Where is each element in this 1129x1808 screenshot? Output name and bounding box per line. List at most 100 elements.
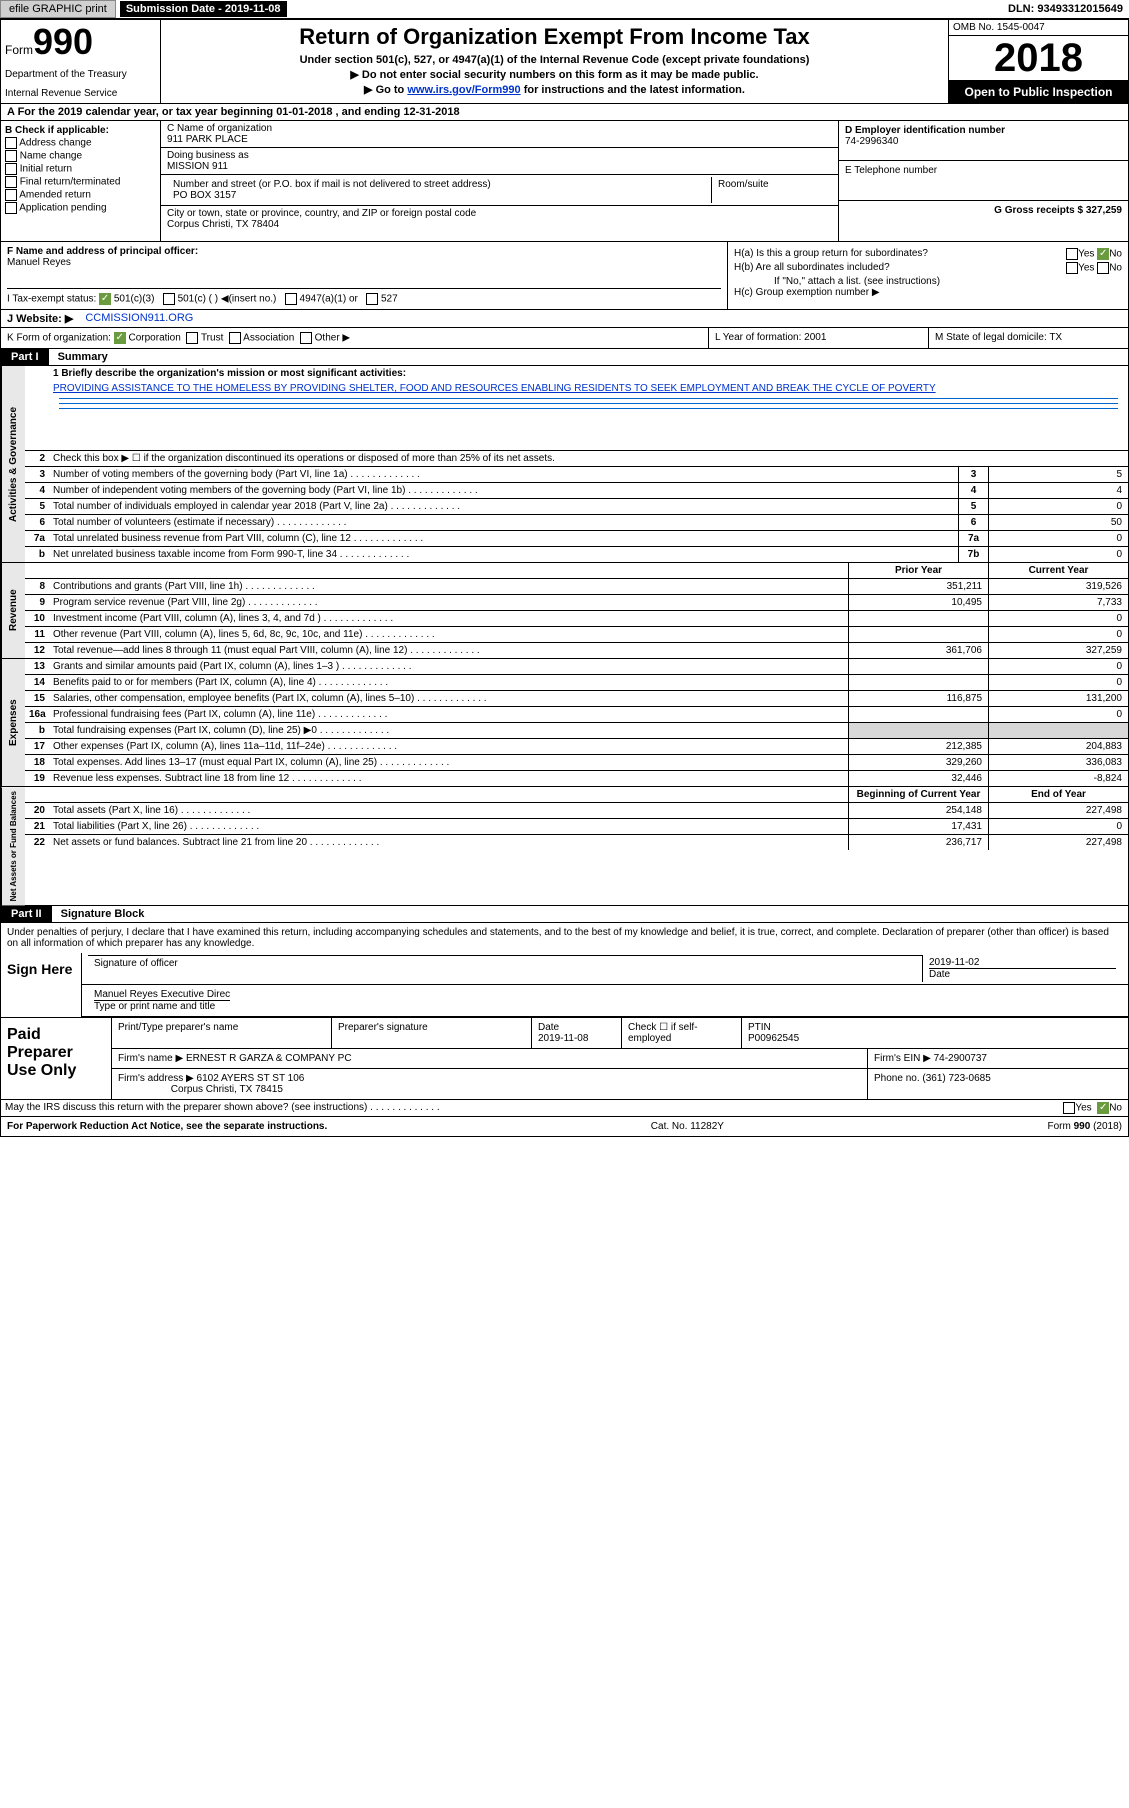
firm-name-label: Firm's name ▶ — [118, 1053, 183, 1064]
check-no-icon: ✓ — [1097, 248, 1109, 260]
firm-addr: 6102 AYERS ST ST 106 — [197, 1073, 305, 1084]
gov-line-3: Number of voting members of the governin… — [49, 467, 958, 482]
check-discuss-no-icon: ✓ — [1097, 1102, 1109, 1114]
line-15: Salaries, other compensation, employee b… — [49, 691, 848, 706]
check-initial[interactable]: Initial return — [5, 163, 156, 175]
k-form-org: K Form of organization: ✓ Corporation Tr… — [1, 328, 708, 348]
c-name: 911 PARK PLACE — [167, 134, 832, 145]
officer-name-title: Manuel Reyes Executive Direc — [94, 989, 230, 1000]
gov-line-b: Net unrelated business taxable income fr… — [49, 547, 958, 562]
room-label: Room/suite — [712, 177, 832, 203]
irs-label: Internal Revenue Service — [5, 88, 156, 99]
submission-date: Submission Date - 2019-11-08 — [120, 1, 287, 17]
line-22: Net assets or fund balances. Subtract li… — [49, 835, 848, 850]
form-header: Form990 Department of the Treasury Inter… — [1, 20, 1128, 104]
addr-label: Number and street (or P.O. box if mail i… — [173, 179, 705, 190]
check-namechange[interactable]: Name change — [5, 150, 156, 162]
line-b: Total fundraising expenses (Part IX, col… — [49, 723, 848, 738]
subtitle-3: ▶ Go to www.irs.gov/Form990 for instruct… — [167, 83, 942, 96]
dln-label: DLN: 93493312015649 — [1002, 1, 1129, 17]
c-name-label: C Name of organization — [167, 123, 832, 134]
footer-left: For Paperwork Reduction Act Notice, see … — [7, 1121, 327, 1132]
prep-name-label: Print/Type preparer's name — [112, 1018, 332, 1048]
hb-label: H(b) Are all subordinates included? — [734, 262, 890, 274]
gov-line-7a: Total unrelated business revenue from Pa… — [49, 531, 958, 546]
current-year-hdr: Current Year — [988, 563, 1128, 578]
gov-line-6: Total number of volunteers (estimate if … — [49, 515, 958, 530]
prior-year-hdr: Prior Year — [848, 563, 988, 578]
paid-preparer-label: Paid Preparer Use Only — [1, 1018, 111, 1099]
side-expenses: Expenses — [1, 659, 25, 786]
check-final[interactable]: Final return/terminated — [5, 176, 156, 188]
j-website-value[interactable]: CCMISSION911.ORG — [79, 310, 199, 327]
open-inspection: Open to Public Inspection — [949, 81, 1128, 103]
line-12: Total revenue—add lines 8 through 11 (mu… — [49, 643, 848, 658]
tax-year: 2018 — [949, 36, 1128, 81]
check-address[interactable]: Address change — [5, 137, 156, 149]
f-officer-name: Manuel Reyes — [7, 257, 71, 268]
line-8: Contributions and grants (Part VIII, lin… — [49, 579, 848, 594]
irs-link[interactable]: www.irs.gov/Form990 — [407, 84, 520, 96]
line-17: Other expenses (Part IX, column (A), lin… — [49, 739, 848, 754]
city-value: Corpus Christi, TX 78404 — [167, 219, 832, 230]
top-toolbar: efile GRAPHIC print Submission Date - 20… — [0, 0, 1129, 19]
line-13: Grants and similar amounts paid (Part IX… — [49, 659, 848, 674]
gov-line-4: Number of independent voting members of … — [49, 483, 958, 498]
check-pending[interactable]: Application pending — [5, 202, 156, 214]
l-year-formation: L Year of formation: 2001 — [708, 328, 928, 348]
subtitle-2: ▶ Do not enter social security numbers o… — [167, 68, 942, 81]
part2-header: Part II — [1, 906, 52, 922]
part1-title: Summary — [52, 349, 114, 365]
firm-addr-label: Firm's address ▶ — [118, 1073, 194, 1084]
d-ein-label: D Employer identification number — [845, 125, 1005, 136]
subtitle-1: Under section 501(c), 527, or 4947(a)(1)… — [167, 54, 942, 66]
line-10: Investment income (Part VIII, column (A)… — [49, 611, 848, 626]
line-19: Revenue less expenses. Subtract line 18 … — [49, 771, 848, 786]
footer-catno: Cat. No. 11282Y — [651, 1121, 724, 1132]
gov-line-5: Total number of individuals employed in … — [49, 499, 958, 514]
line-14: Benefits paid to or for members (Part IX… — [49, 675, 848, 690]
g-gross-receipts: G Gross receipts $ 327,259 — [839, 201, 1128, 241]
ptin-label: PTIN — [748, 1022, 771, 1033]
ptin-val: P00962545 — [748, 1033, 799, 1044]
line-18: Total expenses. Add lines 13–17 (must eq… — [49, 755, 848, 770]
check-amended[interactable]: Amended return — [5, 189, 156, 201]
firm-phone: Phone no. (361) 723-0685 — [868, 1069, 1128, 1099]
dba-value: MISSION 911 — [167, 161, 832, 172]
city-label: City or town, state or province, country… — [167, 208, 832, 219]
side-revenue: Revenue — [1, 563, 25, 658]
hc-label: H(c) Group exemption number ▶ — [734, 287, 1122, 298]
sig-officer-label: Signature of officer — [94, 958, 178, 969]
begin-year-hdr: Beginning of Current Year — [848, 787, 988, 802]
omb-number: OMB No. 1545-0047 — [949, 20, 1128, 36]
form-number: 990 — [33, 21, 93, 62]
prep-date-val: 2019-11-08 — [538, 1033, 588, 1044]
dept-treasury: Department of the Treasury — [5, 69, 156, 80]
addr-value: PO BOX 3157 — [173, 190, 705, 201]
line-21: Total liabilities (Part X, line 26) — [49, 819, 848, 834]
line1-label: 1 Briefly describe the organization's mi… — [53, 368, 406, 379]
i-tax-status-label: I Tax-exempt status: — [7, 294, 96, 305]
footer-right: Form 990 (2018) — [1048, 1121, 1122, 1132]
row-a-taxyear: A For the 2019 calendar year, or tax yea… — [1, 104, 1128, 121]
m-state-domicile: M State of legal domicile: TX — [928, 328, 1128, 348]
line-16a: Professional fundraising fees (Part IX, … — [49, 707, 848, 722]
efile-button[interactable]: efile GRAPHIC print — [0, 0, 116, 18]
check-501c3-icon: ✓ — [99, 293, 111, 305]
ha-label: H(a) Is this a group return for subordin… — [734, 248, 928, 260]
firm-ein: Firm's EIN ▶ 74-2900737 — [868, 1049, 1128, 1068]
side-governance: Activities & Governance — [1, 366, 25, 562]
part2-title: Signature Block — [55, 906, 151, 922]
prep-date-label: Date — [538, 1022, 559, 1033]
col-b-checkboxes: B Check if applicable: Address change Na… — [1, 121, 161, 241]
sign-here-label: Sign Here — [1, 953, 81, 1017]
line-20: Total assets (Part X, line 16) — [49, 803, 848, 818]
declaration-text: Under penalties of perjury, I declare th… — [1, 923, 1128, 953]
prep-selfemployed: Check ☐ if self-employed — [622, 1018, 742, 1048]
discuss-label: May the IRS discuss this return with the… — [1, 1100, 968, 1116]
sig-date-val: 2019-11-02 — [929, 957, 1116, 968]
line-11: Other revenue (Part VIII, column (A), li… — [49, 627, 848, 642]
sig-date-label: Date — [929, 968, 1116, 980]
end-year-hdr: End of Year — [988, 787, 1128, 802]
prep-sig-label: Preparer's signature — [332, 1018, 532, 1048]
